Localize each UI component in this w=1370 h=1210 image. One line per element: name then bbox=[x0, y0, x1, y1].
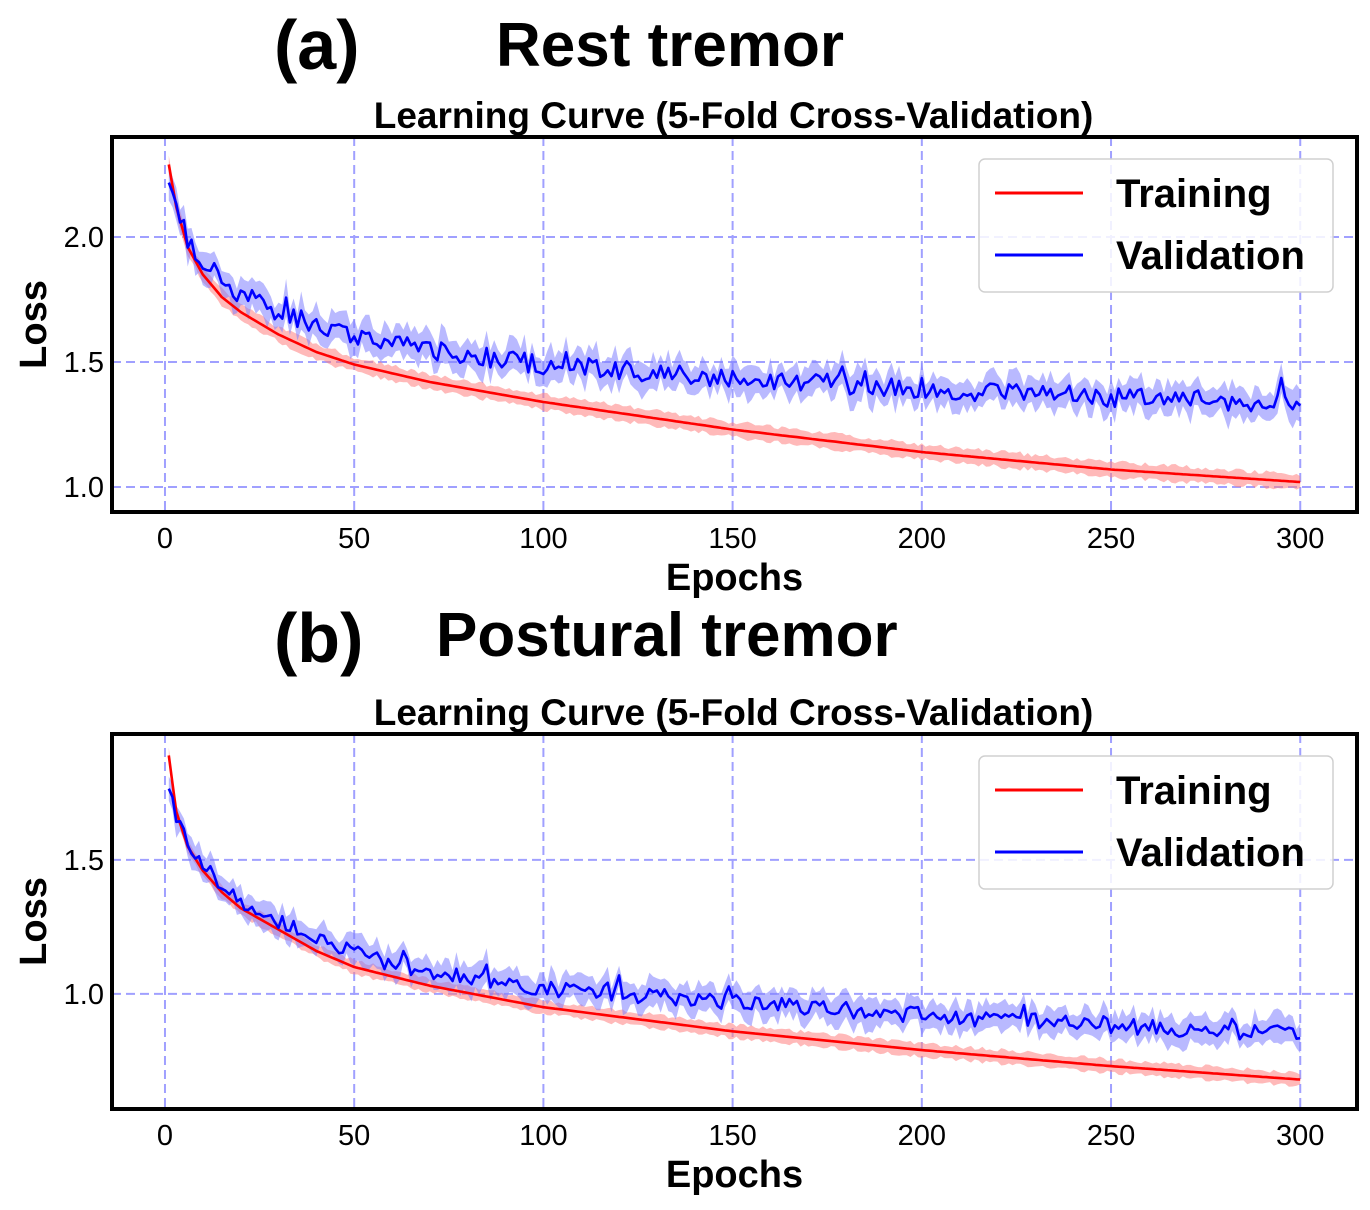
y-tick-label: 1.0 bbox=[64, 979, 104, 1011]
x-tick-label: 200 bbox=[898, 1120, 946, 1152]
y-tick-label: 1.5 bbox=[64, 845, 104, 877]
x-tick-label: 0 bbox=[157, 523, 173, 555]
x-tick-label: 250 bbox=[1087, 1120, 1135, 1152]
x-axis-label: Epochs bbox=[666, 1154, 803, 1196]
y-tick-label: 1.0 bbox=[64, 472, 104, 504]
y-axis-label: Loss bbox=[13, 280, 55, 369]
plot-frame bbox=[110, 135, 1359, 514]
legend-label-training: Training bbox=[1116, 769, 1272, 813]
training-line bbox=[167, 755, 1301, 1081]
x-tick-label: 200 bbox=[898, 523, 946, 555]
legend-label-validation: Validation bbox=[1116, 234, 1305, 278]
y-tick-label: 1.5 bbox=[64, 347, 104, 379]
validation-band bbox=[168, 164, 1301, 430]
y-axis-label: Loss bbox=[13, 877, 55, 966]
x-tick-label: 300 bbox=[1276, 523, 1324, 555]
x-tick-label: 100 bbox=[519, 523, 567, 555]
chart-title: Learning Curve (5-Fold Cross-Validation) bbox=[374, 95, 1094, 136]
y-tick-label: 2.0 bbox=[64, 222, 104, 254]
x-tick-label: 50 bbox=[338, 1120, 370, 1152]
chart-0: Learning Curve (5-Fold Cross-Validation)… bbox=[13, 95, 1359, 599]
training-line bbox=[167, 164, 1301, 484]
x-tick-label: 250 bbox=[1087, 523, 1135, 555]
legend-label-training: Training bbox=[1116, 172, 1272, 216]
x-tick-label: 50 bbox=[338, 523, 370, 555]
chart-title: Learning Curve (5-Fold Cross-Validation) bbox=[374, 692, 1094, 733]
validation-line bbox=[167, 182, 1302, 413]
x-axis-label: Epochs bbox=[666, 557, 803, 599]
panel-a-title: Rest tremor bbox=[496, 11, 844, 80]
panel-b-title: Postural tremor bbox=[436, 601, 898, 670]
x-tick-label: 0 bbox=[157, 1120, 173, 1152]
plot-frame bbox=[110, 732, 1359, 1111]
chart-1: Learning Curve (5-Fold Cross-Validation)… bbox=[13, 692, 1359, 1196]
validation-band bbox=[168, 776, 1301, 1054]
x-tick-label: 150 bbox=[708, 523, 756, 555]
x-tick-label: 100 bbox=[519, 1120, 567, 1152]
x-tick-label: 150 bbox=[708, 1120, 756, 1152]
legend-label-validation: Validation bbox=[1116, 831, 1305, 875]
x-tick-label: 300 bbox=[1276, 1120, 1324, 1152]
panel-b-label: (b) bbox=[274, 599, 364, 677]
validation-line bbox=[167, 788, 1301, 1041]
panel-a-label: (a) bbox=[274, 6, 360, 84]
